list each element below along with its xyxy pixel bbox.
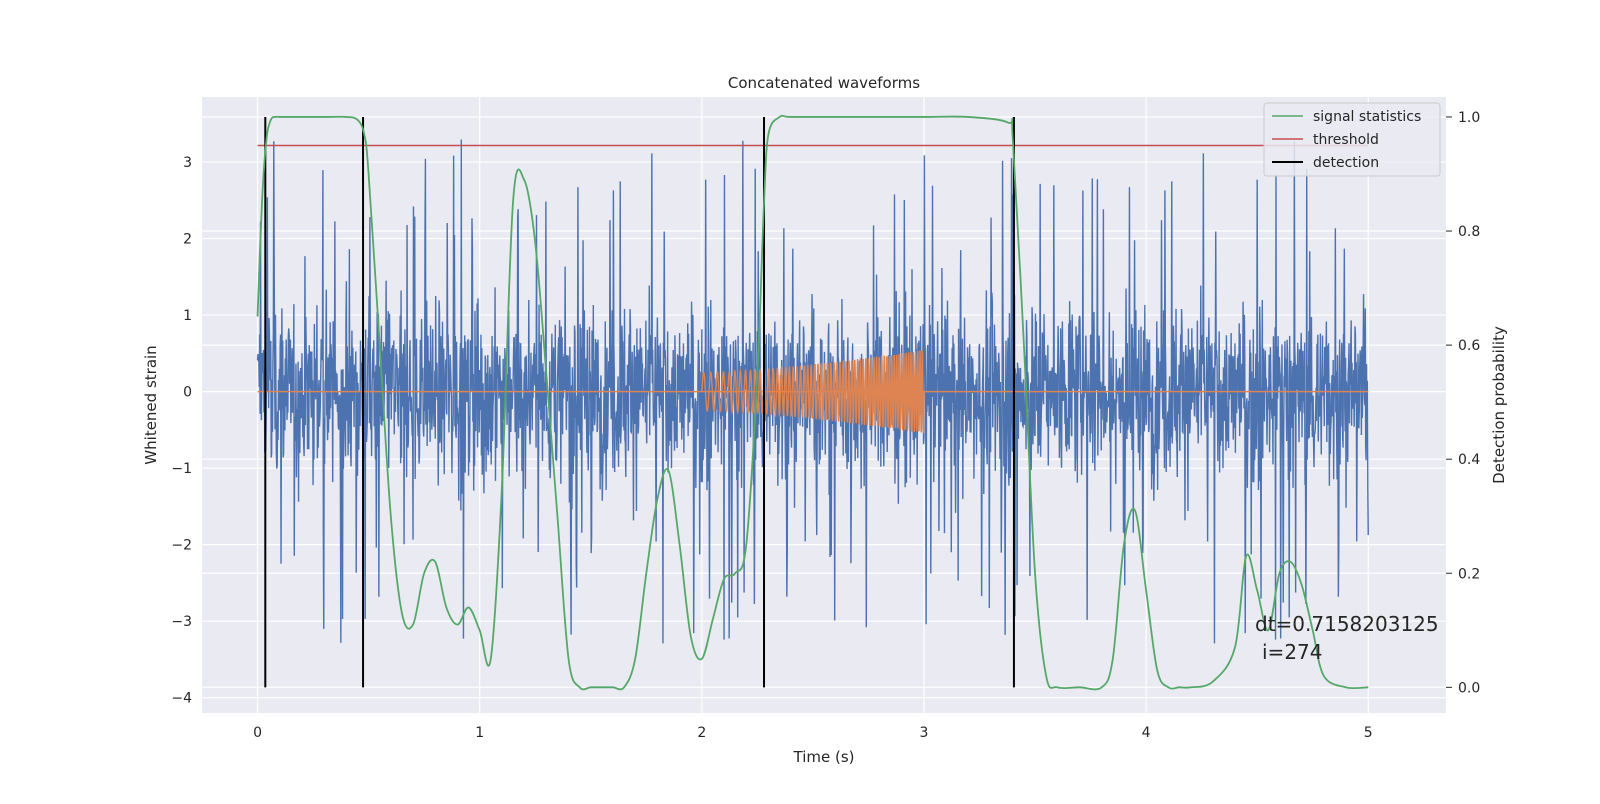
y-tick-label: 0 bbox=[183, 385, 192, 401]
data-layer bbox=[256, 114, 1369, 691]
x-tick-label: 0 bbox=[253, 725, 262, 741]
y-tick-label: −2 bbox=[171, 538, 192, 554]
x-tick-label: 3 bbox=[920, 725, 929, 741]
x-tick-label: 4 bbox=[1142, 725, 1151, 741]
legend-label-signal-statistics: signal statistics bbox=[1313, 109, 1421, 125]
x-axis-label: Time (s) bbox=[793, 748, 855, 766]
y-tick-label: −3 bbox=[171, 614, 192, 630]
legend-label-threshold: threshold bbox=[1313, 132, 1379, 148]
legend-label-detection: detection bbox=[1313, 155, 1379, 171]
x-tick-label: 5 bbox=[1364, 725, 1373, 741]
right-y-tick-label: 0.2 bbox=[1458, 566, 1480, 582]
injected-signal-chirp bbox=[701, 350, 925, 434]
x-tick-label: 2 bbox=[697, 725, 706, 741]
right-y-axis-label: Detection probability bbox=[1490, 326, 1508, 484]
x-tick-label: 1 bbox=[475, 725, 484, 741]
signal-statistics-line bbox=[256, 114, 1369, 691]
legend: signal statistics threshold detection bbox=[1263, 102, 1441, 177]
annotation-index: i=274 bbox=[1262, 640, 1323, 664]
right-y-tick-label: 0.6 bbox=[1458, 338, 1480, 354]
whitened-strain-line bbox=[256, 139, 1369, 644]
right-y-tick-label: 0.0 bbox=[1458, 680, 1480, 696]
y-tick-label: −1 bbox=[171, 461, 192, 477]
legend-box bbox=[1263, 102, 1441, 177]
right-y-tick-label: 0.4 bbox=[1458, 452, 1480, 468]
chart-title: Concatenated waveforms bbox=[728, 74, 920, 92]
axes: 0 1 2 3 4 5 −4 −3 −2 −1 0 1 2 3 0.0 0.2 0.4 0.6 0.8 1.0 bbox=[171, 110, 1480, 741]
right-y-tick-label: 1.0 bbox=[1458, 110, 1480, 126]
y-axis-label: Whitened strain bbox=[142, 345, 160, 464]
y-tick-label: 3 bbox=[183, 155, 192, 171]
y-tick-label: 1 bbox=[183, 308, 192, 324]
y-tick-label: 2 bbox=[183, 232, 192, 248]
y-tick-label: −4 bbox=[171, 691, 192, 707]
right-y-tick-label: 0.8 bbox=[1458, 224, 1480, 240]
annotation-dt: dt=0.7158203125 bbox=[1255, 612, 1439, 636]
